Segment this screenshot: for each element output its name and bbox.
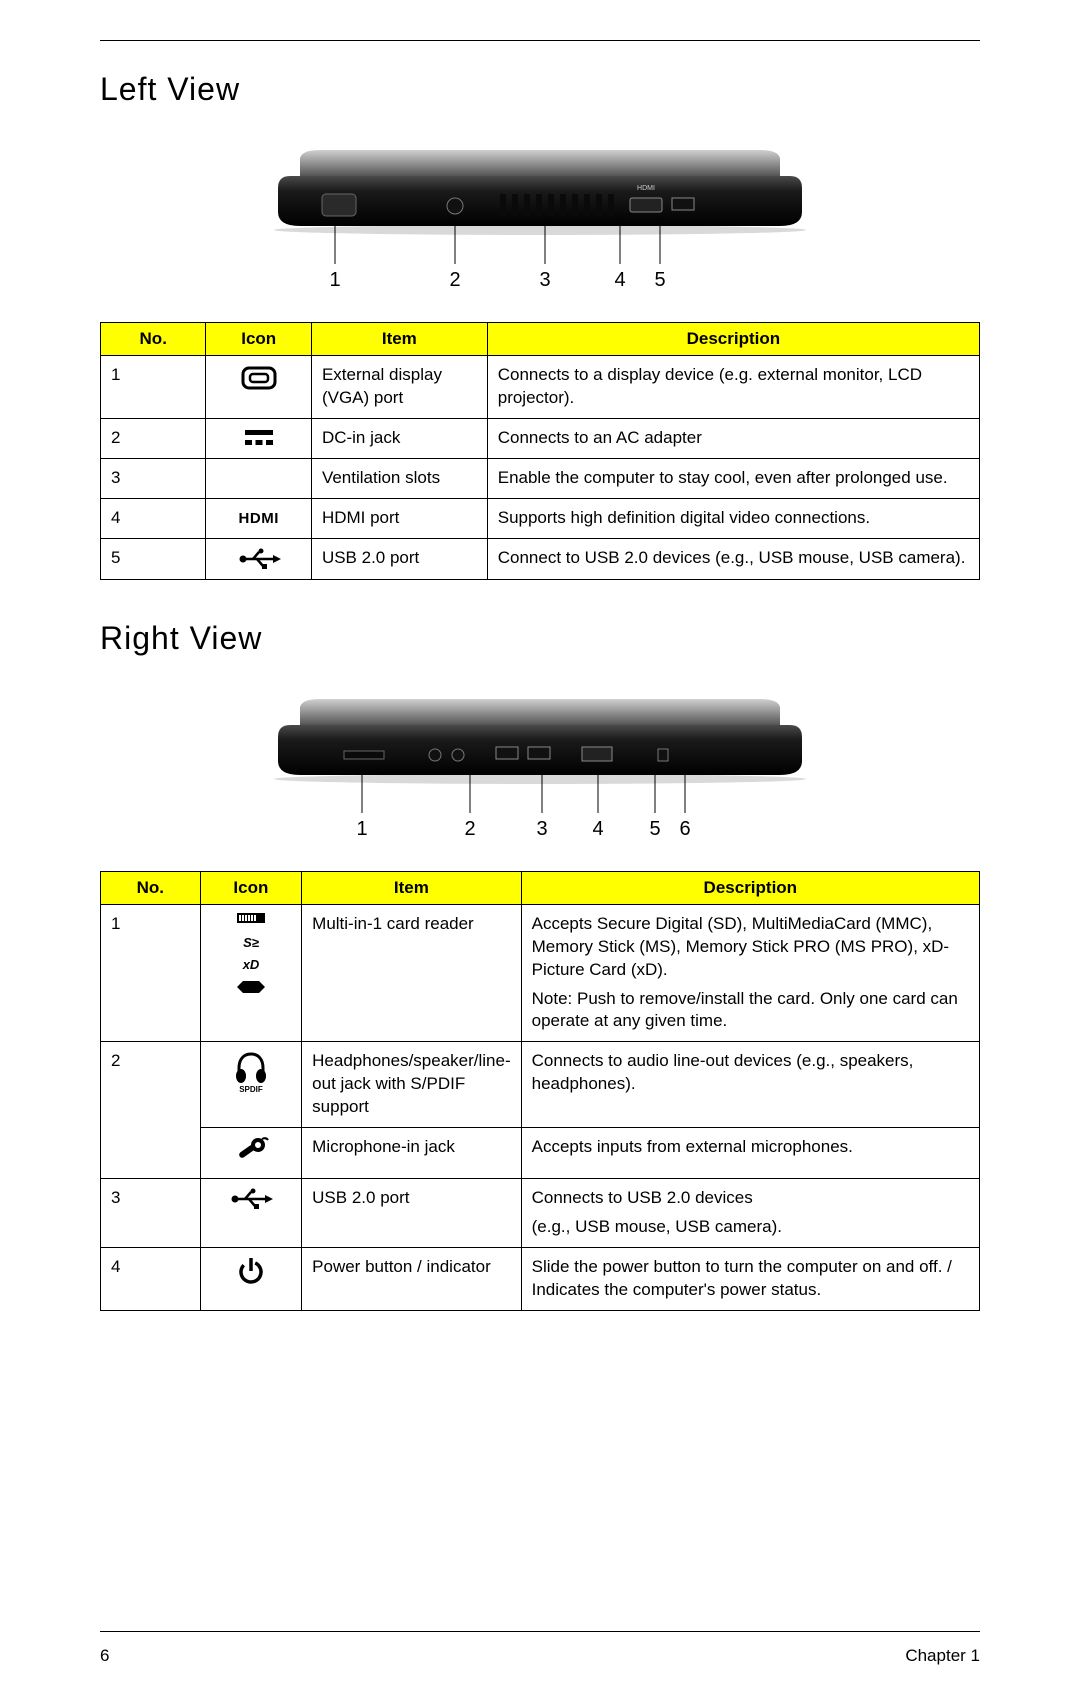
headphone-spdif-icon: SPDIF <box>231 1050 271 1094</box>
vga-icon <box>239 364 279 392</box>
cell-icon: SPDIF <box>200 1042 302 1128</box>
svg-text:3: 3 <box>539 269 550 291</box>
table-header-row: No. Icon Item Description <box>101 323 980 356</box>
table-row: 5 USB 2.0 portConnect to USB 2.0 devices… <box>101 538 980 579</box>
cell-no: 2 <box>101 1042 201 1179</box>
table-row: 1 External display (VGA) portConnects to… <box>101 356 980 419</box>
microphone-icon <box>232 1136 270 1170</box>
cell-description: Connects to an AC adapter <box>487 418 979 458</box>
th-icon: Icon <box>206 323 311 356</box>
cell-no: 2 <box>101 418 206 458</box>
cell-description: Connects to USB 2.0 devices(e.g., USB mo… <box>521 1179 979 1248</box>
usb-icon <box>229 1187 273 1211</box>
cell-no: 3 <box>101 458 206 498</box>
usb-icon <box>237 547 281 571</box>
table-row: Microphone-in jackAccepts inputs from ex… <box>101 1128 980 1179</box>
cell-item: External display (VGA) port <box>311 356 487 419</box>
cell-no: 1 <box>101 356 206 419</box>
table-row: 2 SPDIF Headphones/speaker/line-out jack… <box>101 1042 980 1128</box>
svg-text:4: 4 <box>614 269 625 291</box>
hdmi-icon: HDMI <box>239 510 279 527</box>
cell-icon: HDMI <box>206 498 311 538</box>
svg-text:1: 1 <box>356 818 367 840</box>
left-view-table: No. Icon Item Description 1 External dis… <box>100 322 980 580</box>
cell-description: Slide the power button to turn the compu… <box>521 1248 979 1311</box>
page-footer: 6 Chapter 1 <box>100 1631 980 1666</box>
th-item: Item <box>302 871 521 904</box>
th-desc: Description <box>487 323 979 356</box>
th-icon: Icon <box>200 871 302 904</box>
cell-item: Multi-in-1 card reader <box>302 904 521 1042</box>
svg-text:5: 5 <box>649 818 660 840</box>
dc-in-icon <box>241 428 277 448</box>
cell-no: 4 <box>101 498 206 538</box>
cell-item: HDMI port <box>311 498 487 538</box>
svg-text:3: 3 <box>536 818 547 840</box>
table-row: 3 USB 2.0 portConnects to USB 2.0 device… <box>101 1179 980 1248</box>
svg-text:xD: xD <box>242 957 260 972</box>
svg-text:1: 1 <box>329 269 340 291</box>
table-row: 4 HDMI HDMI portSupports high definition d… <box>101 498 980 538</box>
th-item: Item <box>311 323 487 356</box>
svg-text:2: 2 <box>464 818 475 840</box>
cell-icon <box>206 458 311 498</box>
svg-text:5: 5 <box>654 269 665 291</box>
th-desc: Description <box>521 871 979 904</box>
left-view-diagram: HDMI 1 2 3 4 5 <box>100 132 980 292</box>
cell-description: Accepts Secure Digital (SD), MultiMediaC… <box>521 904 979 1042</box>
right-view-heading: Right View <box>100 620 980 657</box>
right-view-diagram: 1 2 3 4 56 <box>100 681 980 841</box>
cell-description: Connect to USB 2.0 devices (e.g., USB mo… <box>487 538 979 579</box>
cell-description: Accepts inputs from external microphones… <box>521 1128 979 1179</box>
cell-description: Connects to audio line-out devices (e.g.… <box>521 1042 979 1128</box>
cell-no: 5 <box>101 538 206 579</box>
cell-icon <box>206 538 311 579</box>
svg-text:4: 4 <box>592 818 603 840</box>
cell-item: USB 2.0 port <box>302 1179 521 1248</box>
cell-item: Microphone-in jack <box>302 1128 521 1179</box>
svg-text:2: 2 <box>449 269 460 291</box>
cell-item: Power button / indicator <box>302 1248 521 1311</box>
th-no: No. <box>101 323 206 356</box>
cell-description: Connects to a display device (e.g. exter… <box>487 356 979 419</box>
svg-text:S≥: S≥ <box>243 935 260 950</box>
cell-no: 1 <box>101 904 201 1042</box>
page-number: 6 <box>100 1646 109 1666</box>
cell-item: DC-in jack <box>311 418 487 458</box>
cell-no: 4 <box>101 1248 201 1311</box>
cell-item: USB 2.0 port <box>311 538 487 579</box>
card-reader-icon: S≥ xD PRO <box>231 913 271 1001</box>
table-header-row: No. Icon Item Description <box>101 871 980 904</box>
cell-icon <box>200 1179 302 1248</box>
cell-icon <box>206 356 311 419</box>
page: Left View HDMI 12345 No. Icon <box>0 0 1080 1696</box>
footer-rule <box>100 1631 980 1632</box>
cell-description: Enable the computer to stay cool, even a… <box>487 458 979 498</box>
cell-no: 3 <box>101 1179 201 1248</box>
table-row: 4 Power button / indicatorSlide the powe… <box>101 1248 980 1311</box>
cell-icon: S≥ xD PRO <box>200 904 302 1042</box>
cell-description: Supports high definition digital video c… <box>487 498 979 538</box>
cell-item: Ventilation slots <box>311 458 487 498</box>
table-row: 3 Ventilation slotsEnable the computer to… <box>101 458 980 498</box>
power-icon <box>236 1256 266 1286</box>
cell-icon <box>200 1248 302 1311</box>
right-view-table: No. Icon Item Description 1 S≥ xD PRO <box>100 871 980 1311</box>
table-row: 1 S≥ xD PRO Multi-in-1 card readerAccept… <box>101 904 980 1042</box>
table-row: 2 DC-in jackConnects to an AC adapter <box>101 418 980 458</box>
top-rule <box>100 40 980 41</box>
chapter-label: Chapter 1 <box>905 1646 980 1666</box>
left-view-heading: Left View <box>100 71 980 108</box>
svg-text:HDMI: HDMI <box>637 185 655 192</box>
cell-icon <box>200 1128 302 1179</box>
th-no: No. <box>101 871 201 904</box>
cell-item: Headphones/speaker/line-out jack with S/… <box>302 1042 521 1128</box>
svg-text:6: 6 <box>679 818 690 840</box>
cell-icon <box>206 418 311 458</box>
svg-text:SPDIF: SPDIF <box>239 1085 263 1094</box>
